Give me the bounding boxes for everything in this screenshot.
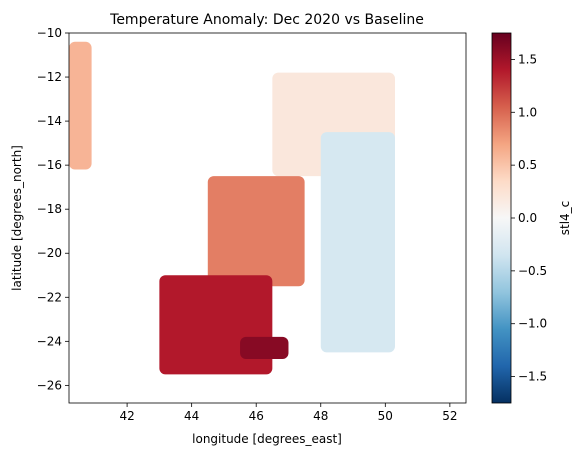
x-tick-label: 42 [119,409,134,423]
y-tick-label: −20 [37,246,62,260]
heatmap-region-3 [320,132,395,353]
y-axis: −10 −12 −14 −16 −18 −20 −22 −24 −26 [37,26,69,392]
x-axis-label: longitude [degrees_east] [192,432,342,446]
x-tick-label: 50 [378,409,393,423]
colorbar-tick-label: 0.5 [518,158,537,172]
y-axis-label: latitude [degrees_north] [10,145,24,291]
heatmap-region-1 [69,41,92,170]
plot-frame [68,32,467,404]
y-tick-label: −18 [37,202,62,216]
x-tick-label: 44 [184,409,199,423]
heatmap-region-5 [159,275,273,375]
heatmap-cells [69,41,395,375]
y-tick-label: −10 [37,26,62,40]
y-tick-label: −16 [37,158,62,172]
heatmap-region-6 [240,336,289,359]
y-tick-label: −24 [37,334,62,348]
y-tick-label: −26 [37,378,62,392]
colorbar-tick-label: −1.0 [518,317,547,331]
y-tick-label: −12 [37,70,62,84]
colorbar-axis: 1.5 1.0 0.5 0.0 −0.5 −1.0 −1.5 [511,52,547,384]
y-tick-label: −14 [37,114,62,128]
colorbar-tick-label: −1.5 [518,370,547,384]
x-tick-label: 48 [313,409,328,423]
x-tick-label: 52 [442,409,457,423]
colorbar-tick-label: 0.0 [518,211,537,225]
chart-title: Temperature Anomaly: Dec 2020 vs Baselin… [109,12,424,28]
colorbar-tick-label: −0.5 [518,264,547,278]
colorbar [491,32,512,404]
colorbar-tick-label: 1.5 [518,52,537,66]
x-tick-label: 46 [249,409,264,423]
y-tick-label: −22 [37,290,62,304]
x-axis: 42 44 46 48 50 52 [119,403,458,423]
heatmap-region-4 [207,176,305,287]
colorbar-label: stl4_c [558,201,572,236]
colorbar-tick-label: 1.0 [518,105,537,119]
